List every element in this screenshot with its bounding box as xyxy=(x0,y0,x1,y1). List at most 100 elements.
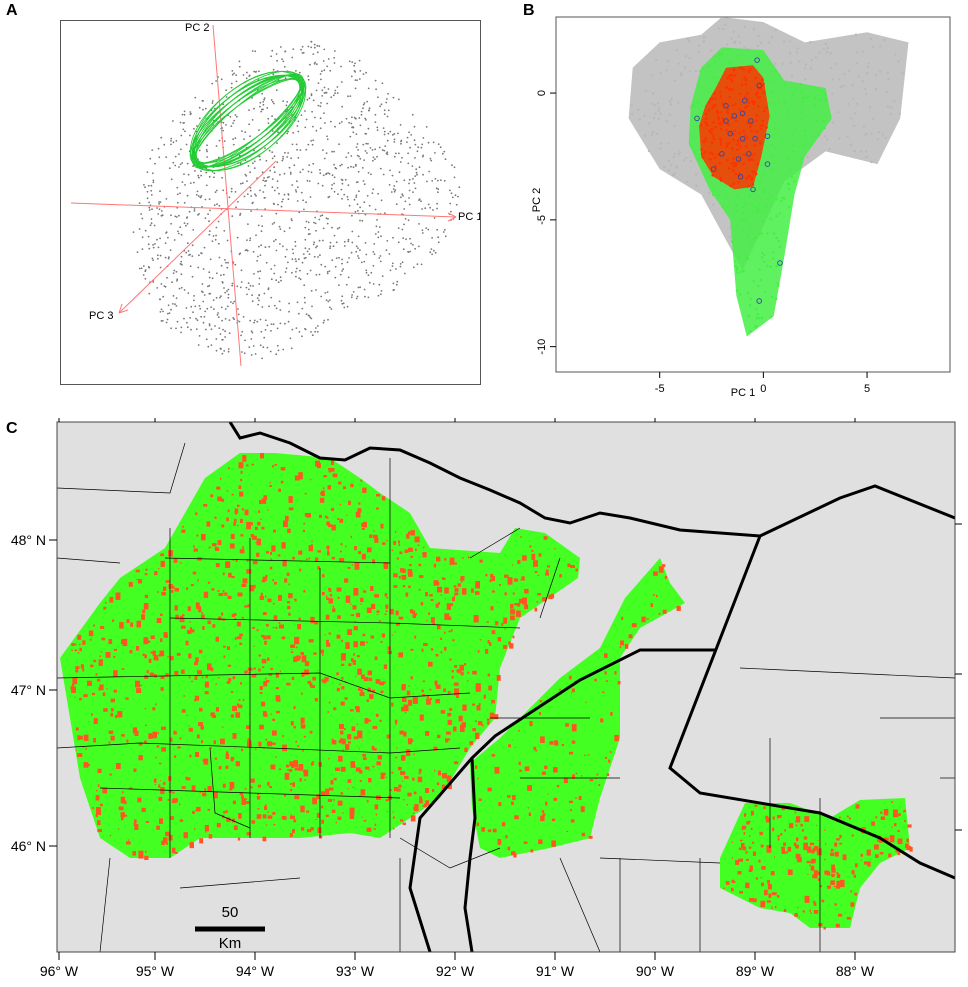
red-patch xyxy=(237,703,240,707)
red-patch xyxy=(491,754,496,757)
red-patch xyxy=(467,556,470,559)
pca-point xyxy=(303,296,306,299)
red-patch xyxy=(523,841,528,844)
pca-point xyxy=(172,161,175,164)
pca-point xyxy=(271,49,274,52)
red-patch xyxy=(571,688,575,693)
red-patch xyxy=(160,676,165,679)
red-patch xyxy=(514,746,516,748)
pca-point xyxy=(258,277,261,280)
pca-point xyxy=(338,226,341,229)
red-patch xyxy=(98,659,103,666)
pca-point xyxy=(165,156,168,159)
red-patch xyxy=(658,566,664,573)
red-patch xyxy=(246,559,249,562)
red-patch xyxy=(662,564,666,568)
pca-point xyxy=(358,59,361,62)
pca-point xyxy=(285,267,288,270)
red-patch xyxy=(355,767,361,772)
red-patch xyxy=(547,565,550,568)
red-patch xyxy=(230,533,235,539)
pca-point xyxy=(317,104,320,107)
pca-point xyxy=(180,148,182,151)
red-patch xyxy=(261,580,266,583)
red-patch xyxy=(477,650,480,653)
red-patch xyxy=(259,692,263,694)
pca-point xyxy=(226,239,229,242)
red-cloud-point xyxy=(734,103,737,106)
occurrence-point xyxy=(694,115,700,122)
pca-point xyxy=(421,143,424,146)
red-patch xyxy=(760,877,762,879)
red-patch xyxy=(423,803,427,808)
pca-point xyxy=(334,50,336,52)
pca-point xyxy=(222,189,225,192)
red-patch xyxy=(194,695,200,701)
pca-point xyxy=(257,255,259,258)
red-patch xyxy=(234,518,237,523)
red-patch xyxy=(71,643,75,646)
pca-point xyxy=(221,338,224,341)
pca-point xyxy=(334,166,337,169)
pca-point xyxy=(338,122,341,125)
green-cloud-point xyxy=(690,145,693,148)
green-cloud-point xyxy=(738,254,741,258)
pca-point xyxy=(213,204,216,207)
pca-point xyxy=(443,150,446,153)
red-patch xyxy=(795,853,801,859)
red-patch xyxy=(144,855,149,860)
red-patch xyxy=(351,658,354,662)
red-patch xyxy=(304,493,307,495)
pca-point xyxy=(244,131,247,133)
pca-point xyxy=(159,201,162,204)
pca-point xyxy=(298,331,301,333)
red-patch xyxy=(804,895,810,903)
red-patch xyxy=(284,794,286,797)
red-patch xyxy=(619,646,622,649)
red-patch xyxy=(300,549,302,551)
lat-label: 46° N xyxy=(11,838,46,854)
red-patch xyxy=(501,622,504,626)
pca-point xyxy=(162,310,164,313)
red-patch xyxy=(426,695,429,699)
red-patch xyxy=(267,509,269,511)
red-patch xyxy=(231,576,235,579)
pca-point xyxy=(296,148,298,151)
pca-point xyxy=(256,260,258,262)
pca-point xyxy=(289,171,292,174)
red-patch xyxy=(483,697,486,699)
red-patch xyxy=(571,740,576,744)
pca-point xyxy=(263,197,266,199)
grey-cloud-point xyxy=(847,102,850,106)
red-patch xyxy=(322,487,325,490)
pca-point xyxy=(333,163,335,166)
pca-point xyxy=(284,322,286,325)
red-patch xyxy=(554,741,559,746)
pca-point xyxy=(271,223,274,225)
red-patch xyxy=(248,671,250,674)
red-patch xyxy=(385,610,388,613)
red-patch xyxy=(440,710,446,714)
pca-point xyxy=(272,73,275,76)
red-patch xyxy=(337,596,340,599)
red-patch xyxy=(662,609,667,614)
red-patch xyxy=(614,671,617,675)
red-patch xyxy=(347,734,352,740)
red-patch xyxy=(405,592,409,597)
pca-point xyxy=(299,171,302,174)
pca-point xyxy=(275,53,278,55)
pca-point xyxy=(249,186,252,189)
pca-point xyxy=(404,200,407,203)
occurrence-point xyxy=(735,156,742,162)
grey-cloud-point xyxy=(752,27,756,31)
pca-point xyxy=(232,302,234,305)
red-cloud-point xyxy=(734,162,738,166)
pca-point xyxy=(288,166,291,169)
red-patch xyxy=(475,683,481,689)
grey-cloud-point xyxy=(653,112,657,115)
red-patch xyxy=(234,637,237,640)
pca-point xyxy=(324,265,327,268)
pca-point xyxy=(205,171,208,174)
red-patch xyxy=(406,804,408,806)
red-patch xyxy=(162,782,166,785)
